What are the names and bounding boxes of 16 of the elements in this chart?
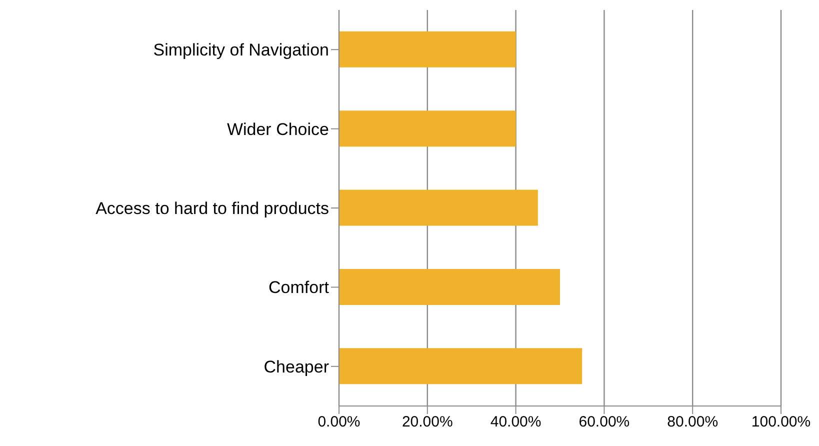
- x-tick-label: 80.00%: [667, 414, 718, 431]
- y-tick-label: Cheaper: [264, 357, 330, 376]
- x-tick-label: 20.00%: [402, 414, 453, 431]
- bar: [339, 268, 560, 305]
- x-tick-label: 40.00%: [490, 414, 542, 431]
- bar: [339, 31, 516, 68]
- y-tick-label: Access to hard to find products: [96, 199, 329, 218]
- bar: [339, 348, 582, 384]
- x-tick-label: 60.00%: [578, 414, 630, 431]
- x-tick-label: 100.00%: [751, 414, 811, 431]
- y-tick-label: Comfort: [268, 278, 330, 298]
- bar: [339, 110, 516, 147]
- y-tick-label: Wider Choice: [226, 120, 329, 139]
- y-tick-label: Simplicity of Navigation: [153, 40, 329, 60]
- x-tick-label: 0.00%: [318, 414, 360, 431]
- bar: [339, 190, 538, 226]
